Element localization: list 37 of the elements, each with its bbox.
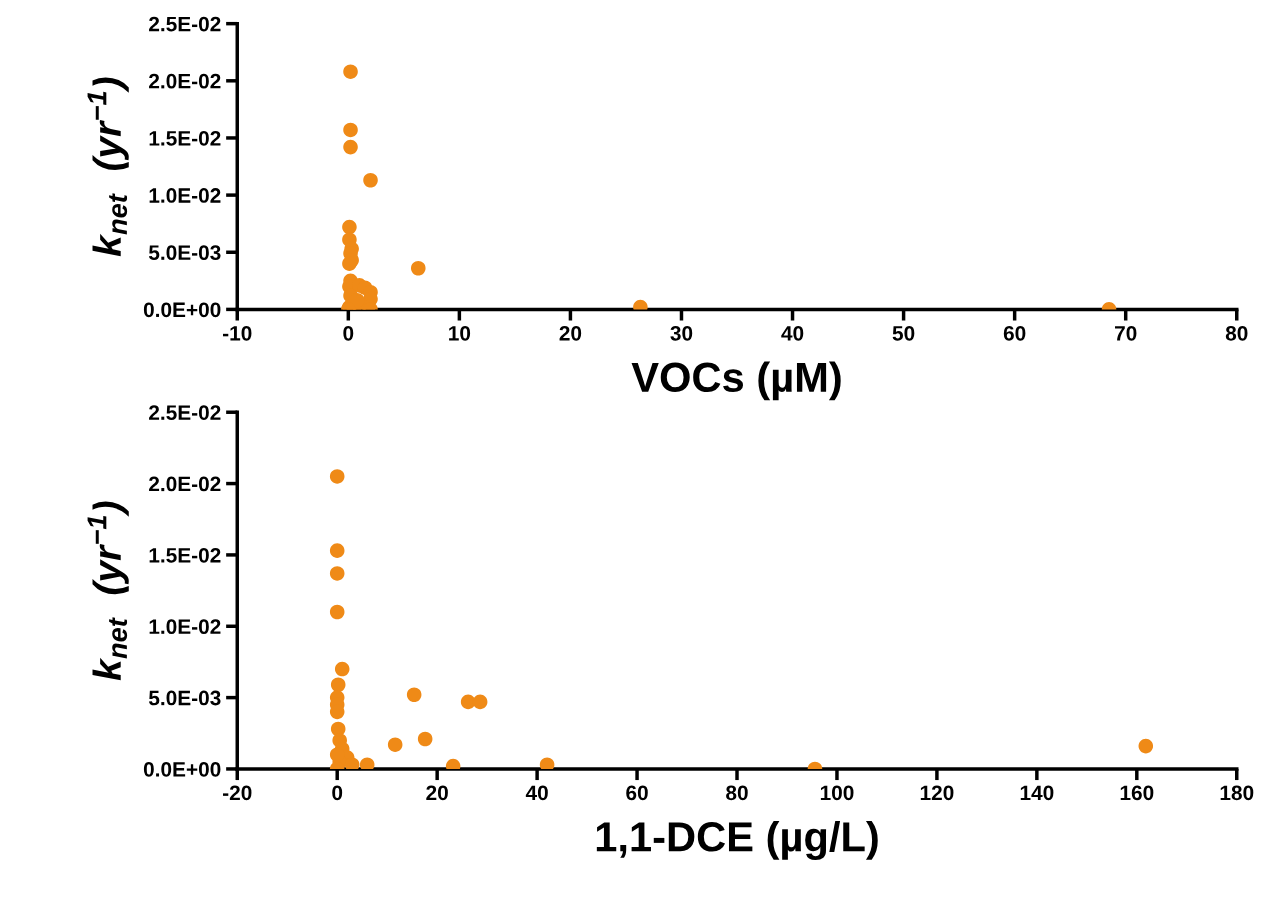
x-tick-label: 60: [626, 785, 648, 801]
x-tick-label: 180: [1220, 785, 1254, 801]
x-tick-label: 20: [559, 325, 582, 341]
x-tick-label: 70: [1115, 325, 1137, 341]
y-tick-label: 2.5E-02: [149, 405, 221, 420]
x-tick-label: 80: [726, 785, 748, 801]
x-tick-label: 40: [781, 325, 804, 341]
x-tick-label: 120: [920, 785, 954, 801]
x-tick-label: 100: [820, 785, 854, 801]
y-tick-label: 5.0E-03: [148, 690, 221, 706]
y-tick-label: 1.0E-02: [149, 619, 221, 635]
y-tick-label: 2.0E-02: [149, 73, 221, 89]
y-tick-label: 2.0E-02: [149, 476, 221, 492]
y-tick-label: 1.5E-02: [149, 130, 221, 146]
x-tick-label: 0: [343, 325, 354, 341]
x-tick-label: 30: [670, 325, 693, 341]
x-tick-label: 60: [1003, 325, 1026, 341]
x-tick-label: 50: [892, 325, 915, 341]
x-tick-label: -20: [223, 785, 252, 801]
x-tick-label: 140: [1020, 785, 1054, 801]
x-tick-label: 10: [449, 325, 471, 341]
x-tick-label: 160: [1120, 785, 1154, 801]
y-tick-label: 1.0E-02: [149, 188, 221, 203]
y-tick-label: 1.5E-02: [149, 547, 221, 563]
x-tick-label: -10: [223, 325, 252, 341]
y-axis-title: k$_{net}$ (yr$^{−1}$): [87, 77, 129, 257]
x-axis-title: 1,1-DCE (µg/L): [596, 821, 878, 861]
y-tick-label: 2.5E-02: [149, 16, 221, 32]
y-tick-label: 5.0E-03: [148, 245, 221, 261]
x-tick-label: 20: [426, 785, 448, 801]
y-axis-title: k$_{net}$ (yr$^{−1}$): [87, 501, 129, 681]
x-tick-label: 40: [525, 785, 548, 801]
x-tick-label: 0: [332, 785, 343, 801]
y-tick-label: 0.0E+00: [143, 761, 221, 777]
y-tick-label: 0.0E+00: [143, 302, 221, 318]
x-tick-label: 80: [1225, 325, 1248, 341]
x-axis-title: VOCs (µM): [631, 361, 841, 401]
